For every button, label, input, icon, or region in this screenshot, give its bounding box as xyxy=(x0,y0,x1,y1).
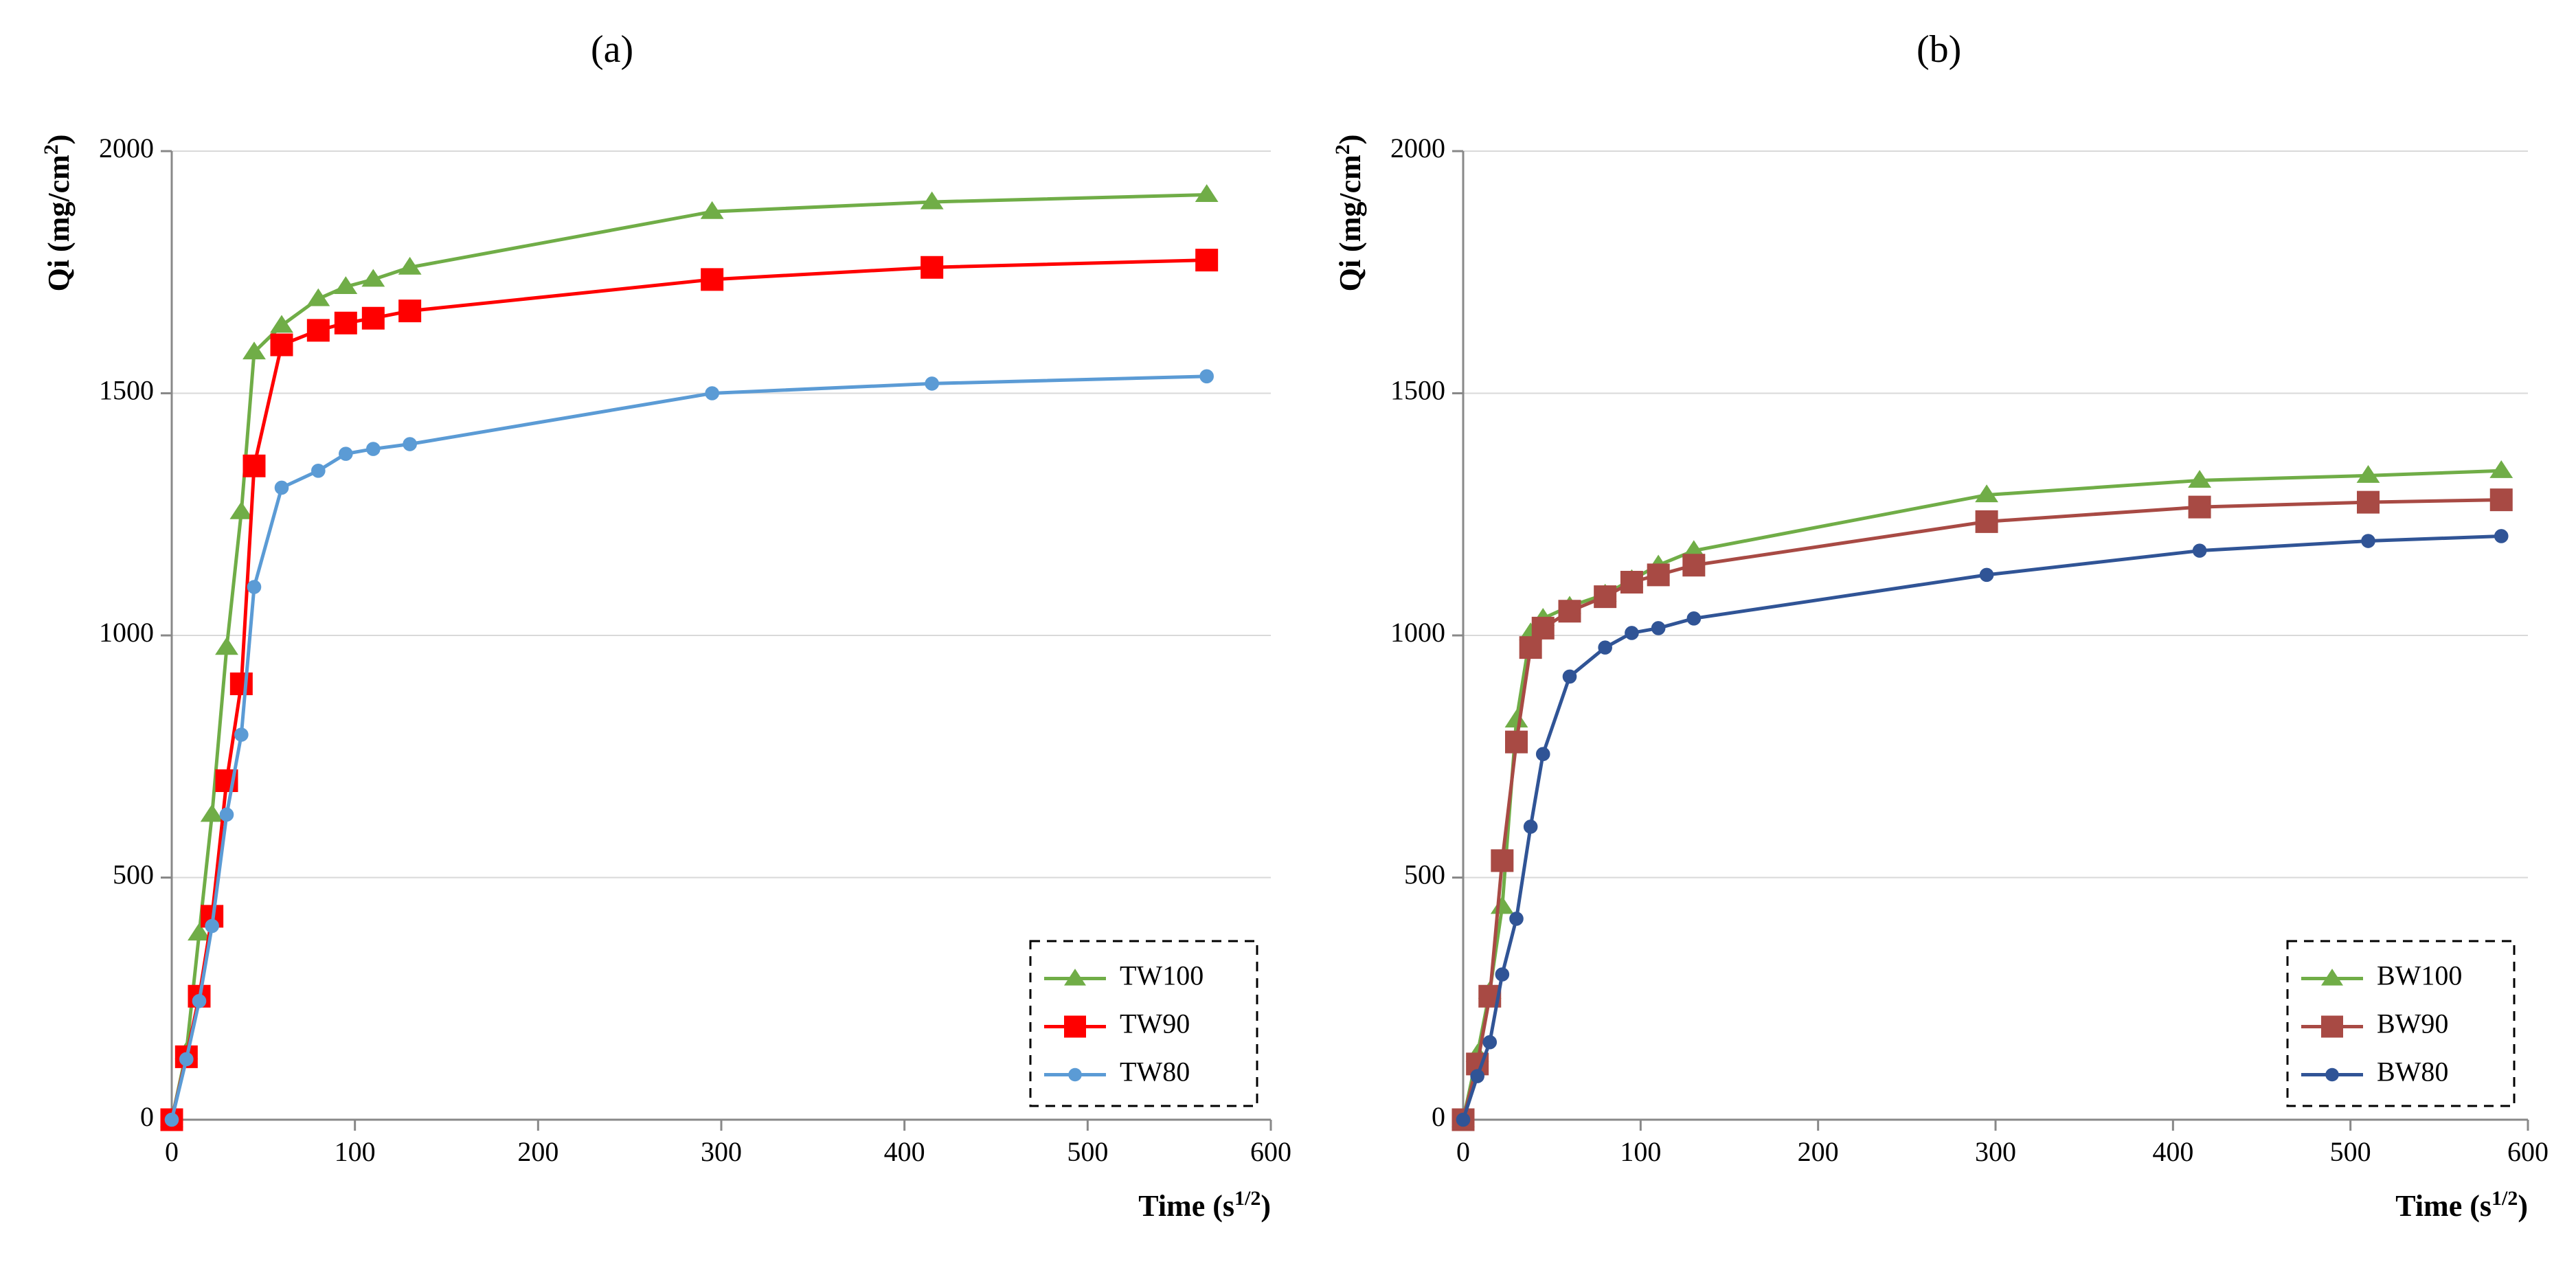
svg-text:Qi (mg/cm2): Qi (mg/cm2) xyxy=(1331,135,1368,292)
svg-text:0: 0 xyxy=(1456,1136,1470,1167)
svg-text:200: 200 xyxy=(517,1136,558,1167)
svg-text:200: 200 xyxy=(1798,1136,1839,1167)
svg-text:Time (s1/2): Time (s1/2) xyxy=(2395,1187,2528,1223)
panel-b-label: (b) xyxy=(1917,27,1961,71)
svg-text:0: 0 xyxy=(1432,1101,1445,1132)
svg-text:1000: 1000 xyxy=(1390,617,1445,648)
svg-text:500: 500 xyxy=(1404,859,1445,890)
svg-text:BW100: BW100 xyxy=(2377,960,2462,991)
svg-text:500: 500 xyxy=(2330,1136,2371,1167)
svg-text:Qi (mg/cm2): Qi (mg/cm2) xyxy=(40,135,76,292)
svg-text:Time (s1/2): Time (s1/2) xyxy=(1138,1187,1271,1223)
svg-text:600: 600 xyxy=(1250,1136,1291,1167)
chart-a: 0 100 200 300 400 500 600 0 500 1000 1500 2000 Time … xyxy=(27,110,1298,1264)
svg-text:400: 400 xyxy=(884,1136,925,1167)
svg-text:500: 500 xyxy=(113,859,154,890)
svg-text:1500: 1500 xyxy=(1390,375,1445,406)
svg-text:TW90: TW90 xyxy=(1120,1008,1190,1039)
figure-page: (a) (b) 01002003004005006000500100015002… xyxy=(0,0,2576,1288)
svg-text:500: 500 xyxy=(1067,1136,1108,1167)
svg-text:BW90: BW90 xyxy=(2377,1008,2448,1039)
svg-text:300: 300 xyxy=(1975,1136,2016,1167)
chart-a-svg: 0 100 200 300 400 500 600 0 500 1000 1500 2000 Time … xyxy=(27,110,1298,1264)
svg-text:1000: 1000 xyxy=(99,617,154,648)
svg-text:400: 400 xyxy=(2152,1136,2193,1167)
svg-text:600: 600 xyxy=(2507,1136,2549,1167)
svg-text:100: 100 xyxy=(335,1136,376,1167)
panel-a-label: (a) xyxy=(591,27,633,71)
svg-text:0: 0 xyxy=(165,1136,179,1167)
svg-text:1500: 1500 xyxy=(99,375,154,406)
svg-text:TW100: TW100 xyxy=(1120,960,1204,991)
svg-text:2000: 2000 xyxy=(1390,133,1445,163)
chart-b-svg: 0 100 200 300 400 500 600 0 500 1000 1500 2000 Time … xyxy=(1319,110,2555,1264)
svg-text:0: 0 xyxy=(140,1101,154,1132)
svg-text:BW80: BW80 xyxy=(2377,1057,2448,1087)
svg-text:300: 300 xyxy=(701,1136,742,1167)
svg-text:100: 100 xyxy=(1620,1136,1661,1167)
svg-text:2000: 2000 xyxy=(99,133,154,163)
chart-b: 0 100 200 300 400 500 600 0 500 1000 1500 2000 Time … xyxy=(1319,110,2555,1264)
svg-text:TW80: TW80 xyxy=(1120,1057,1190,1087)
